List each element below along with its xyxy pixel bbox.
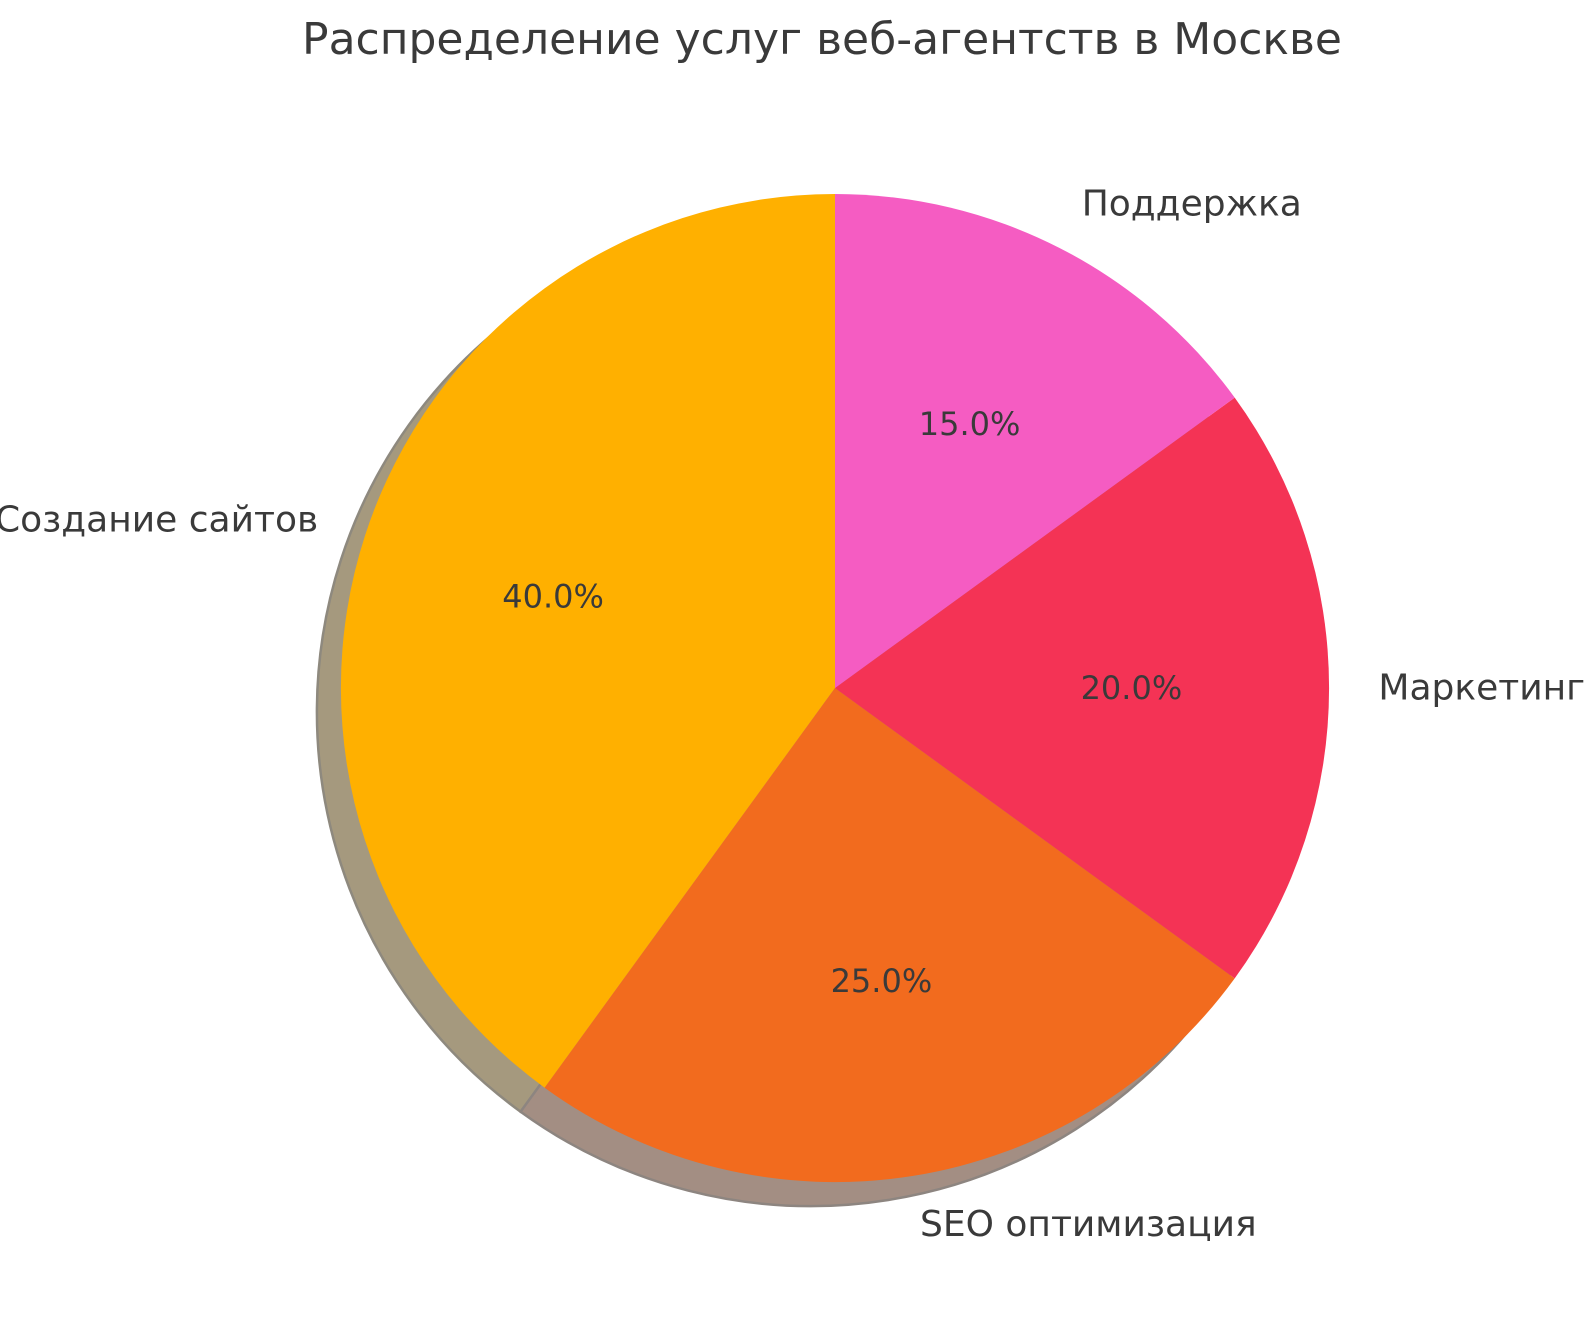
pie-pct-label: 25.0% [831, 962, 933, 1000]
pie-pct-label: 15.0% [919, 405, 1021, 443]
chart-title: Распределение услуг веб-агентств в Москв… [302, 14, 1342, 65]
pie-slice-4 [835, 193, 1235, 688]
pie-category-label: Создание сайтов [0, 500, 318, 541]
pie-pct-label: 40.0% [502, 577, 604, 615]
pie-slice-2 [544, 688, 1235, 1183]
pie-slice-3 [835, 397, 1330, 979]
pie-category-label: Поддержка [1082, 183, 1302, 224]
pie-slice-1 [340, 194, 835, 1088]
pie-category-label: Маркетинг [1378, 668, 1585, 709]
pie-category-label: SEO оптимизация [920, 1204, 1257, 1245]
pie-pct-label: 20.0% [1081, 669, 1183, 707]
